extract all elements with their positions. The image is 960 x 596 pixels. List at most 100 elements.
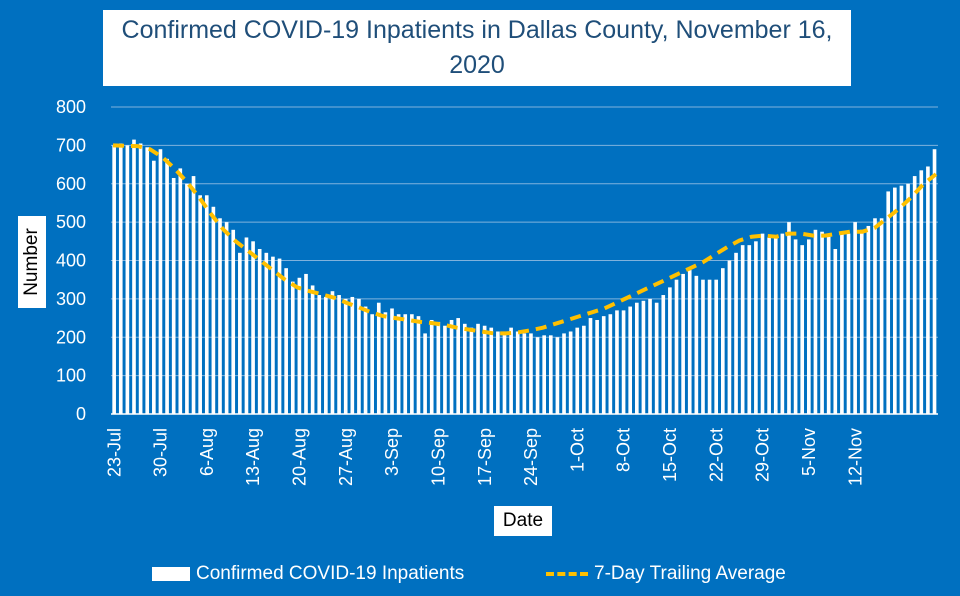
bar: [621, 310, 626, 414]
x-tick-label: 5-Nov: [799, 428, 819, 476]
bar: [297, 277, 302, 414]
bar: [304, 273, 308, 414]
bar: [668, 287, 672, 414]
bar: [456, 318, 460, 414]
bar: [634, 302, 639, 414]
bar: [152, 160, 156, 414]
bar: [376, 302, 381, 414]
bar: [218, 218, 222, 414]
x-tick-label: 30-Jul: [151, 428, 171, 477]
bar: [720, 268, 725, 414]
bar: [595, 319, 599, 414]
bar: [469, 327, 474, 414]
bar: [548, 335, 553, 414]
legend-item-inpatients: Confirmed COVID-19 Inpatients: [152, 560, 464, 588]
bar: [727, 260, 732, 414]
bar: [390, 308, 394, 414]
bar: [429, 319, 434, 414]
bar: [529, 333, 533, 414]
bar: [687, 270, 692, 414]
x-tick-label: 6-Aug: [197, 428, 217, 476]
bar: [284, 268, 288, 414]
bar: [681, 273, 685, 414]
bar: [165, 158, 169, 414]
bar: [290, 281, 295, 414]
bar: [396, 314, 401, 414]
bar: [886, 191, 891, 414]
bar: [132, 139, 136, 414]
bar: [277, 258, 282, 414]
y-axis-label-box: [18, 216, 46, 308]
bar: [820, 231, 824, 414]
bar: [674, 279, 679, 414]
x-tick-label: 29-Oct: [753, 428, 773, 482]
bar: [840, 233, 844, 414]
bar: [198, 195, 202, 414]
bar: [264, 252, 269, 414]
bar: [337, 295, 341, 414]
bar: [780, 233, 785, 414]
x-tick-label: 12-Nov: [845, 428, 865, 486]
bar: [588, 318, 593, 414]
bar: [615, 310, 619, 414]
bar: [251, 241, 255, 414]
bar: [906, 183, 910, 414]
bar: [231, 229, 236, 414]
bar: [873, 218, 877, 414]
trailing-average-series: [112, 143, 938, 336]
bar: [661, 295, 666, 414]
legend-label-inpatients: Confirmed COVID-19 Inpatients: [196, 563, 465, 584]
bar: [833, 248, 838, 414]
bar-series: [112, 139, 937, 415]
bar: [800, 245, 805, 414]
bar: [767, 237, 771, 414]
bar: [502, 331, 507, 414]
bar: [707, 279, 712, 414]
bar: [846, 233, 851, 414]
bar: [754, 241, 758, 414]
bar: [462, 323, 467, 414]
x-tick-label: 20-Aug: [290, 428, 310, 486]
legend: Confirmed COVID-19 Inpatients 7-Day Trai…: [0, 560, 960, 588]
y-tick-label: 400: [56, 251, 86, 271]
y-tick-label: 700: [56, 135, 86, 155]
bar: [158, 149, 163, 414]
bar: [383, 312, 388, 414]
bar: [171, 177, 176, 414]
bar: [740, 245, 745, 414]
bar: [310, 285, 315, 414]
y-tick-label: 200: [56, 327, 86, 347]
bar: [482, 325, 487, 414]
bar: [330, 291, 335, 414]
legend-line-swatch: [546, 572, 588, 576]
bar: [542, 335, 547, 414]
bar: [178, 168, 183, 414]
bar: [562, 333, 566, 414]
x-tick-label: 23-Jul: [104, 428, 124, 477]
bar: [734, 252, 738, 414]
bar: [555, 337, 560, 414]
y-tick-label: 0: [76, 404, 86, 424]
y-tick-label: 500: [56, 212, 86, 232]
bar: [773, 237, 778, 414]
x-tick-label: 10-Sep: [428, 428, 448, 486]
bar: [522, 333, 527, 414]
chart-title: Confirmed COVID-19 Inpatients in Dallas …: [103, 10, 851, 86]
bar: [826, 233, 831, 414]
x-tick-label: 3-Sep: [382, 428, 402, 476]
bar: [112, 145, 116, 414]
legend-bar-swatch: [152, 567, 190, 581]
x-tick-label: 13-Aug: [243, 428, 263, 486]
bar: [416, 316, 421, 414]
bar: [654, 302, 659, 414]
bar: [343, 298, 348, 414]
bar: [357, 298, 361, 414]
bar: [238, 252, 242, 414]
bar: [403, 314, 408, 414]
bar: [535, 337, 540, 414]
x-tick-labels: 23-Jul 30-Jul 6-Aug 13-Aug 20-Aug 27-Aug 3-Sep…: [104, 428, 865, 486]
bar: [271, 256, 275, 414]
bar: [879, 218, 884, 414]
bar: [244, 237, 249, 414]
